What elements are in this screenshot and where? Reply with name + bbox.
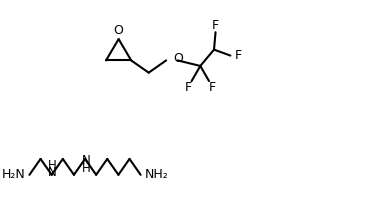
Text: H₂N: H₂N bbox=[2, 168, 26, 181]
Text: H: H bbox=[48, 159, 57, 172]
Text: O: O bbox=[113, 24, 124, 37]
Text: N: N bbox=[48, 166, 57, 179]
Text: F: F bbox=[235, 49, 242, 62]
Text: H: H bbox=[82, 162, 90, 175]
Text: O: O bbox=[173, 52, 183, 65]
Text: NH₂: NH₂ bbox=[145, 168, 168, 181]
Text: F: F bbox=[212, 19, 219, 32]
Text: F: F bbox=[185, 81, 192, 94]
Text: N: N bbox=[82, 154, 90, 167]
Text: F: F bbox=[208, 81, 216, 94]
